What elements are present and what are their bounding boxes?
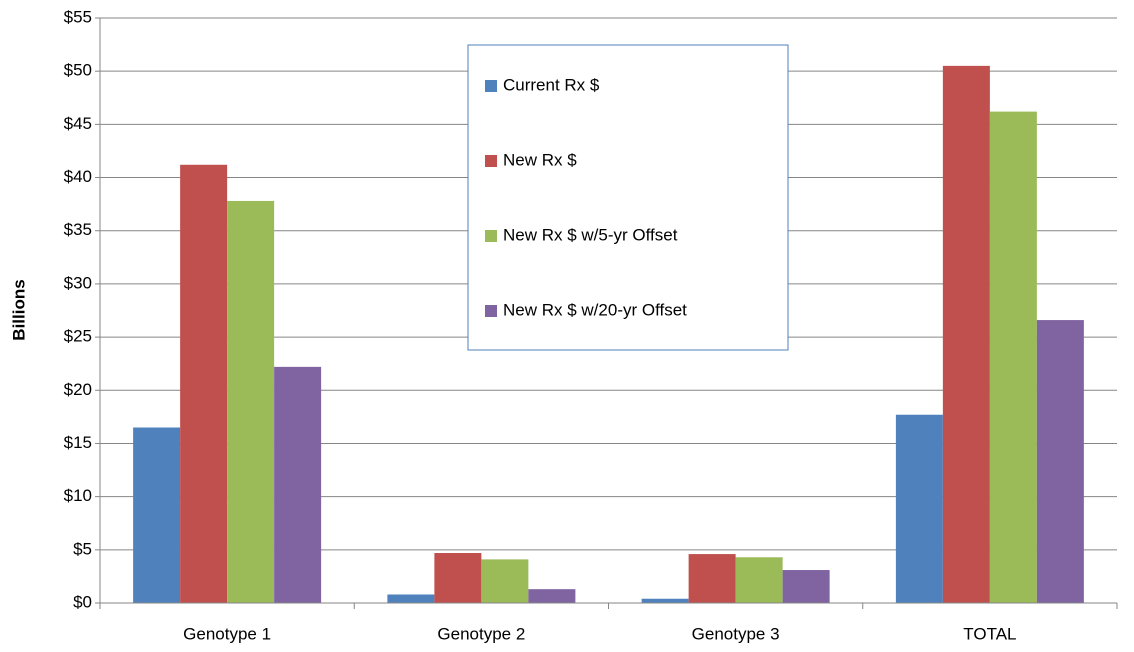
bar (387, 594, 435, 603)
legend-label: Current Rx $ (503, 75, 600, 94)
y-tick-label: $35 (64, 220, 92, 239)
x-tick-label: Genotype 3 (692, 624, 780, 643)
bar (133, 427, 181, 603)
bar (688, 554, 736, 603)
legend-swatch (485, 80, 497, 92)
bar (942, 65, 990, 603)
bar (180, 164, 228, 604)
bar (989, 111, 1037, 603)
x-tick-label: TOTAL (963, 624, 1016, 643)
y-tick-label: $55 (64, 7, 92, 26)
y-tick-label: $15 (64, 433, 92, 452)
legend-swatch (485, 230, 497, 242)
legend-label: New Rx $ w/20-yr Offset (503, 300, 687, 319)
bar (782, 570, 830, 603)
x-tick-label: Genotype 2 (437, 624, 525, 643)
bar (1036, 320, 1084, 603)
y-tick-label: $45 (64, 114, 92, 133)
legend-box (467, 44, 789, 351)
bar (481, 559, 529, 603)
y-tick-label: $40 (64, 167, 92, 186)
y-tick-label: $0 (73, 592, 92, 611)
legend-swatch (485, 155, 497, 167)
y-tick-label: $30 (64, 273, 92, 292)
bar (528, 589, 576, 603)
bar (434, 553, 482, 603)
y-axis-label: Billions (9, 279, 28, 340)
legend-label: New Rx $ w/5-yr Offset (503, 225, 678, 244)
bar (895, 414, 943, 603)
bar (735, 557, 783, 603)
legend-swatch (485, 305, 497, 317)
bar (274, 366, 322, 603)
y-tick-label: $5 (73, 539, 92, 558)
y-tick-label: $25 (64, 327, 92, 346)
y-tick-label: $20 (64, 380, 92, 399)
bar (227, 200, 275, 604)
legend-label: New Rx $ (503, 150, 577, 169)
x-tick-label: Genotype 1 (183, 624, 271, 643)
y-tick-label: $10 (64, 486, 92, 505)
bar (641, 598, 689, 603)
y-tick-label: $50 (64, 61, 92, 80)
